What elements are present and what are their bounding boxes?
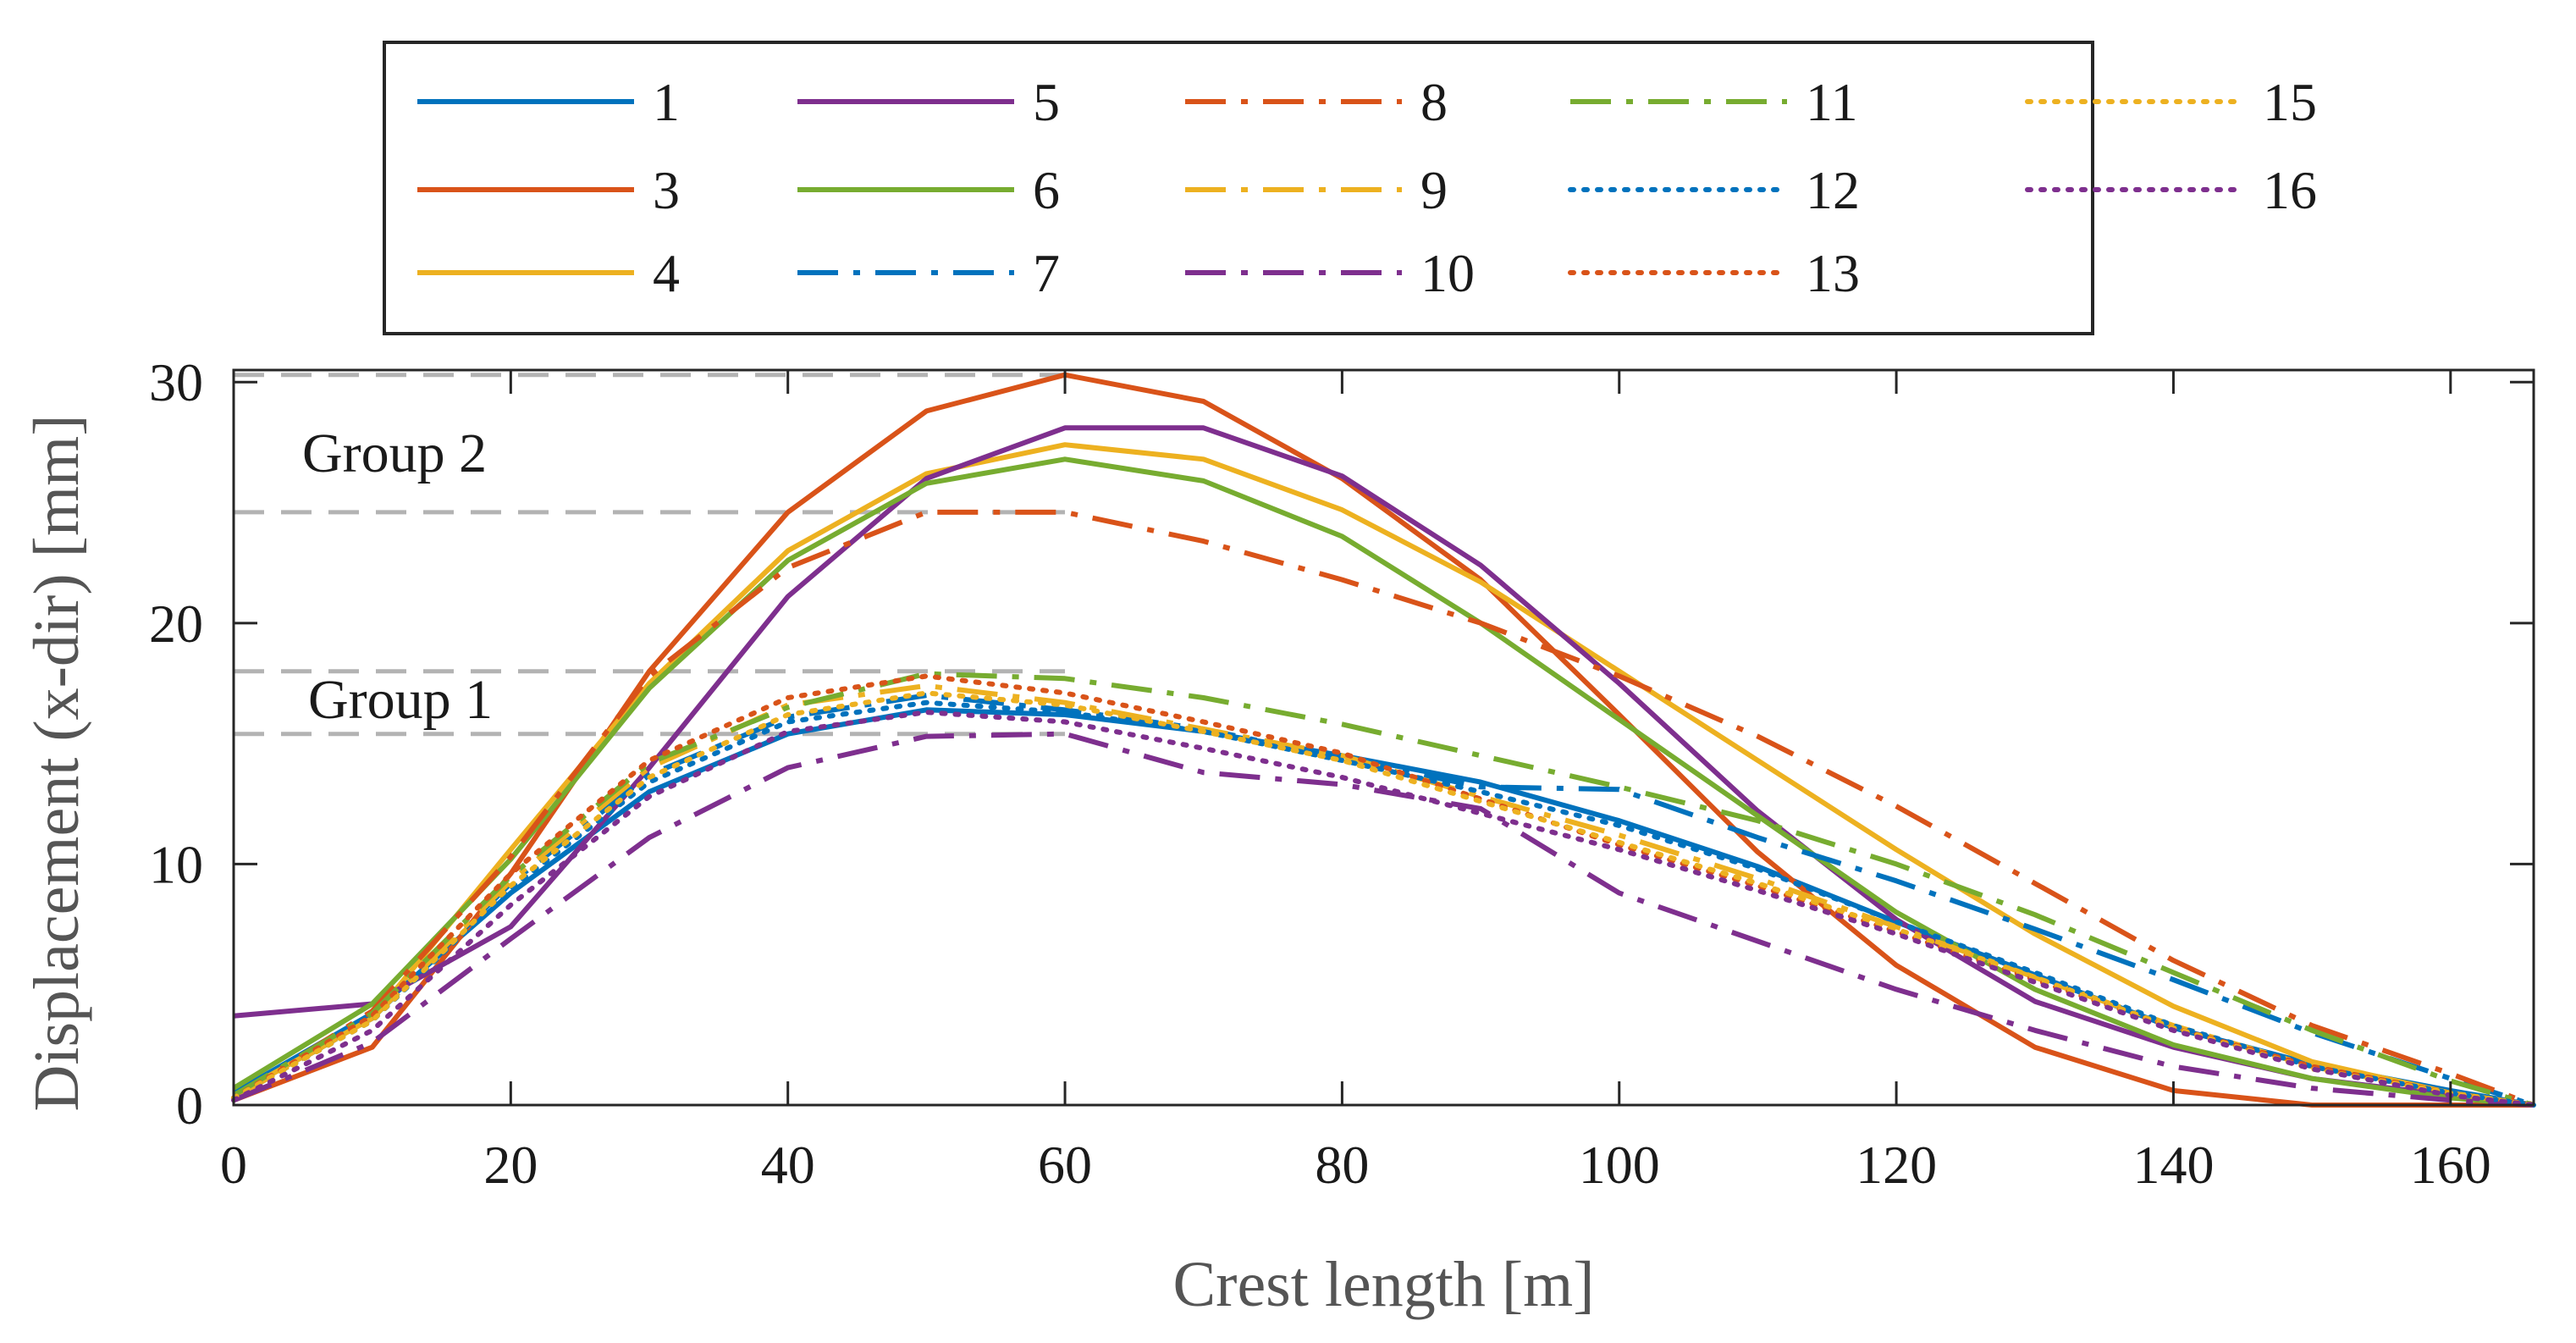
x-tick-label: 0 [220, 1135, 247, 1195]
legend-box [383, 41, 2094, 335]
y-tick-label: 0 [176, 1075, 203, 1136]
x-tick-label: 60 [1038, 1135, 1092, 1195]
series-line-6 [232, 456, 2535, 1108]
y-tick-label: 20 [149, 594, 203, 654]
series-line-11 [232, 671, 2535, 1108]
legend-label-6: 6 [1033, 160, 1060, 220]
series-line-16 [231, 710, 2536, 1108]
legend-label-3: 3 [653, 160, 680, 220]
legend-label-13: 13 [1806, 243, 1860, 303]
legend-label-10: 10 [1420, 243, 1475, 303]
legend-label-7: 7 [1033, 243, 1060, 303]
group-2-label: Group 2 [302, 423, 487, 484]
legend-label-5: 5 [1033, 72, 1060, 132]
axes: 0 20 40 60 80 100 120 140 160 0 10 20 30 Crest length… [21, 352, 2535, 1320]
x-tick-label: 140 [2132, 1135, 2214, 1195]
legend-label-15: 15 [2263, 72, 2317, 132]
x-tick-label: 120 [1856, 1135, 1937, 1195]
series-line-8 [232, 509, 2535, 1108]
legend-label-9: 9 [1420, 160, 1448, 220]
y-tick-label: 30 [149, 352, 203, 412]
y-axis-title: Displacement (x-dir) [mm] [21, 414, 92, 1111]
legend-label-4: 4 [653, 243, 680, 303]
series-line-9 [232, 683, 2535, 1108]
group-1-label: Group 1 [308, 669, 493, 731]
legend-label-16: 16 [2263, 160, 2317, 220]
axes-box [232, 368, 2535, 1107]
legend-label-11: 11 [1806, 72, 1858, 132]
x-tick-label: 20 [483, 1135, 538, 1195]
x-tick-label: 80 [1315, 1135, 1369, 1195]
x-tick-label: 40 [761, 1135, 815, 1195]
x-tick-label: 100 [1579, 1135, 1660, 1195]
x-tick-label: 160 [2410, 1135, 2491, 1195]
plot-area: Group 2 Group 1 [231, 372, 2536, 1108]
series-line-4 [232, 442, 2535, 1108]
legend-label-12: 12 [1806, 160, 1860, 220]
x-axis-title: Crest length [m] [1172, 1249, 1594, 1320]
legend-label-1: 1 [653, 72, 680, 132]
legend-label-8: 8 [1420, 72, 1448, 132]
y-tick-label: 10 [149, 834, 203, 894]
